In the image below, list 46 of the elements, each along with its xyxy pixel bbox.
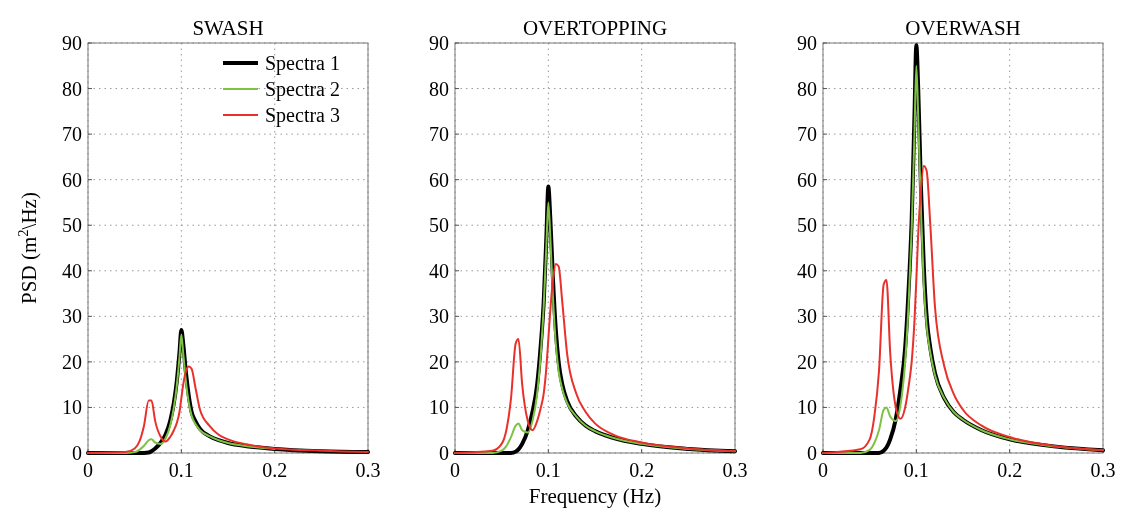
x-tick-label: 0.2: [629, 459, 655, 481]
y-tick-label: 60: [797, 168, 817, 191]
y-tick-label: 60: [429, 168, 449, 191]
y-tick-label: 60: [62, 168, 82, 191]
y-tick-label: 0: [439, 442, 449, 464]
y-tick-label: 80: [62, 77, 82, 100]
y-tick-label: 30: [429, 305, 449, 328]
y-tick-label: 10: [797, 396, 817, 419]
y-tick-label: 80: [797, 77, 817, 100]
y-tick-label: 30: [62, 305, 82, 328]
y-tick-label: 20: [62, 350, 82, 373]
x-tick-label: 0.3: [355, 459, 381, 481]
y-tick-label: 30: [797, 305, 817, 328]
y-tick-label: 50: [429, 214, 449, 237]
x-tick-label: 0.2: [997, 459, 1023, 481]
y-tick-label: 70: [62, 123, 82, 146]
legend-label: Spectra 2: [265, 78, 340, 101]
y-tick-label: 20: [797, 350, 817, 373]
y-tick-label: 70: [429, 123, 449, 146]
x-tick-label: 0.3: [1090, 459, 1116, 481]
x-axis-title: Frequency (Hz): [528, 484, 662, 508]
y-tick-label: 90: [429, 32, 449, 54]
y-tick-label: 20: [429, 350, 449, 373]
y-tick-label: 0: [72, 442, 82, 464]
y-tick-label: 90: [62, 32, 82, 54]
chart-title: SWASH: [192, 16, 264, 40]
x-tick-label: 0.1: [535, 459, 561, 481]
y-tick-label: 80: [429, 77, 449, 100]
y-tick-label: 50: [62, 214, 82, 237]
chart-title: OVERWASH: [905, 16, 1021, 40]
x-tick-label: 0.1: [903, 459, 929, 481]
y-tick-label: 0: [807, 442, 817, 464]
chart-title: OVERTOPPING: [522, 16, 668, 40]
y-tick-label: 40: [797, 259, 817, 282]
x-tick-label: 0.3: [722, 459, 748, 481]
y-tick-label: 40: [429, 259, 449, 282]
legend-label: Spectra 1: [265, 52, 340, 75]
x-tick-label: 0.1: [168, 459, 194, 481]
y-tick-label: 40: [62, 259, 82, 282]
legend-label: Spectra 3: [265, 104, 340, 127]
y-tick-label: 70: [797, 123, 817, 146]
y-tick-label: 90: [797, 32, 817, 54]
y-tick-label: 10: [429, 396, 449, 419]
y-tick-label: 50: [797, 214, 817, 237]
y-tick-label: 10: [62, 396, 82, 419]
x-tick-label: 0.2: [262, 459, 288, 481]
